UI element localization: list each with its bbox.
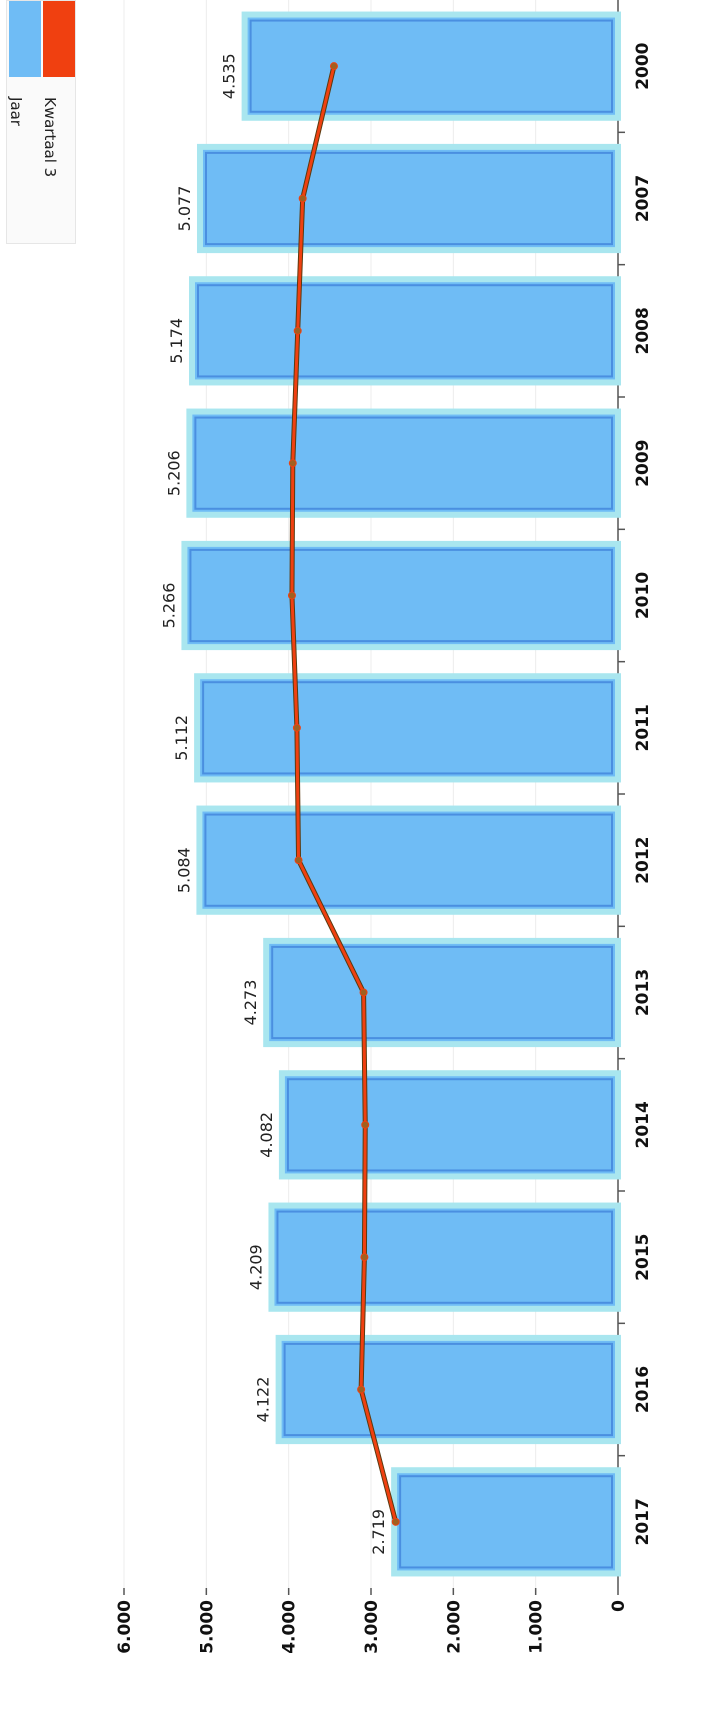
line-point-2011 xyxy=(292,723,301,732)
category-label-2012: 2012 xyxy=(633,837,653,884)
line-point-2000 xyxy=(329,62,338,71)
bar-jaar-2009 xyxy=(186,408,621,518)
bar-jaar-2013 xyxy=(263,937,621,1048)
line-point-2009 xyxy=(288,459,297,468)
line-point-2008 xyxy=(293,326,302,335)
data-label-2011: 5.112 xyxy=(172,715,191,761)
data-label-2017: 2.719 xyxy=(369,1509,388,1555)
bar-jaar-2011 xyxy=(194,673,621,783)
legend-label-kwartaal-3: Kwartaal 3 xyxy=(41,97,59,178)
bar-inner-edge-2012 xyxy=(204,813,613,907)
data-label-2007: 5.077 xyxy=(175,186,194,232)
series-line-kwartaal-3 xyxy=(290,65,398,1523)
data-label-2015: 4.209 xyxy=(246,1244,265,1290)
category-label-2011: 2011 xyxy=(633,704,653,751)
bar-inner-edge-2010 xyxy=(189,548,613,643)
chart-legend: Jaar Kwartaal 3 xyxy=(6,0,76,244)
bar-inner-edge-2000 xyxy=(249,19,613,113)
legend-item-kwartaal-3: Kwartaal 3 xyxy=(41,1,75,243)
line-point-2014 xyxy=(361,1120,370,1129)
value-tick-label: 5.000 xyxy=(197,1600,217,1654)
data-label-2012: 5.084 xyxy=(174,847,193,893)
legend-label-jaar: Jaar xyxy=(7,97,25,126)
bar-inner-edge-2016 xyxy=(283,1342,613,1437)
bar-jaar-2015 xyxy=(268,1202,621,1312)
bar-jaar-2014 xyxy=(278,1070,621,1180)
bar-inner-edge-2013 xyxy=(271,945,613,1040)
bar-inner-edge-2008 xyxy=(197,284,614,378)
category-label-2000: 2000 xyxy=(633,42,653,89)
bar-jaar-2010 xyxy=(181,540,621,651)
data-label-2008: 5.174 xyxy=(167,318,186,364)
data-label-2009: 5.206 xyxy=(164,450,183,496)
value-tick-label: 3.000 xyxy=(362,1600,382,1654)
category-label-2009: 2009 xyxy=(633,440,653,487)
category-label-2013: 2013 xyxy=(633,969,653,1016)
category-label-2010: 2010 xyxy=(633,572,653,619)
line-point-2016 xyxy=(357,1385,366,1394)
line-point-2010 xyxy=(287,591,296,600)
line-point-2007 xyxy=(298,194,307,203)
bar-inner-edge-2014 xyxy=(286,1078,613,1172)
legend-swatch-jaar xyxy=(9,1,41,77)
category-label-2017: 2017 xyxy=(633,1498,653,1545)
value-tick-label: 4.000 xyxy=(280,1600,300,1654)
bar-inner-edge-2011 xyxy=(202,681,613,775)
category-label-2016: 2016 xyxy=(633,1366,653,1413)
data-label-2013: 4.273 xyxy=(241,980,260,1026)
bar-jaar-2012 xyxy=(196,805,621,915)
line-point-2017 xyxy=(391,1517,400,1526)
bar-jaar-2016 xyxy=(275,1334,621,1445)
category-label-2014: 2014 xyxy=(633,1101,653,1148)
legend-item-jaar: Jaar xyxy=(7,1,41,243)
bar-inner-edge-2015 xyxy=(276,1210,613,1304)
data-label-2000: 4.535 xyxy=(220,53,239,99)
line-point-2012 xyxy=(294,856,303,865)
value-tick-label: 1.000 xyxy=(527,1600,547,1654)
value-tick-label: 0 xyxy=(609,1600,629,1612)
category-label-2015: 2015 xyxy=(633,1234,653,1281)
value-tick-label: 2.000 xyxy=(444,1600,464,1654)
bar-jaar-2008 xyxy=(189,276,622,386)
data-label-2016: 4.122 xyxy=(254,1377,273,1423)
data-label-2010: 5.266 xyxy=(159,583,178,629)
category-label-2007: 2007 xyxy=(633,175,653,222)
value-tick-label: 6.000 xyxy=(115,1600,135,1654)
category-label-2008: 2008 xyxy=(633,307,653,354)
data-label-2014: 4.082 xyxy=(257,1112,276,1158)
bar-inner-edge-2017 xyxy=(399,1475,614,1569)
line-point-2013 xyxy=(359,988,368,997)
bar-jaar-2017 xyxy=(391,1467,622,1577)
plot-area: 0 1.000 2.000 3.000 4.000 5.000 6.000 4.535 2000… xyxy=(115,0,653,1654)
bar-jaar-2007 xyxy=(196,143,622,254)
bar-jaar-2000 xyxy=(241,11,621,121)
bar-inner-edge-2007 xyxy=(204,151,614,246)
line-point-2015 xyxy=(360,1253,369,1262)
legend-swatch-kwartaal-3 xyxy=(43,1,75,77)
bar-inner-edge-2009 xyxy=(194,416,613,510)
